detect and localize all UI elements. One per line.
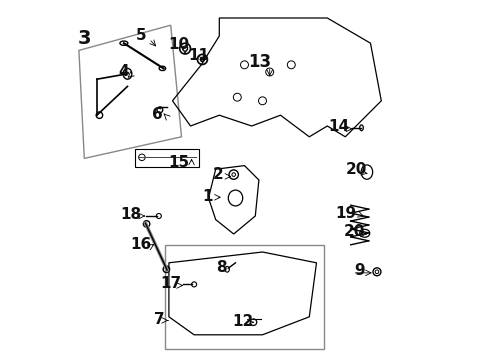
Text: 3: 3: [78, 30, 91, 48]
Text: 14: 14: [327, 119, 348, 134]
Text: 20: 20: [343, 224, 364, 239]
Text: 8: 8: [215, 260, 226, 275]
Text: 7: 7: [153, 312, 164, 327]
Text: 2: 2: [213, 167, 224, 182]
Text: 18: 18: [120, 207, 142, 222]
Text: 6: 6: [152, 107, 163, 122]
Text: 1: 1: [202, 189, 213, 204]
Text: 20: 20: [345, 162, 366, 177]
Text: 12: 12: [232, 314, 253, 329]
Text: 17: 17: [160, 276, 181, 291]
Text: 16: 16: [130, 237, 151, 252]
Text: 4: 4: [119, 64, 129, 79]
Text: 11: 11: [188, 48, 209, 63]
Text: 15: 15: [168, 154, 189, 170]
Text: 13: 13: [248, 53, 271, 71]
Text: 10: 10: [168, 37, 189, 52]
Text: 19: 19: [335, 206, 356, 221]
Text: 9: 9: [354, 263, 364, 278]
Text: 5: 5: [136, 28, 146, 43]
